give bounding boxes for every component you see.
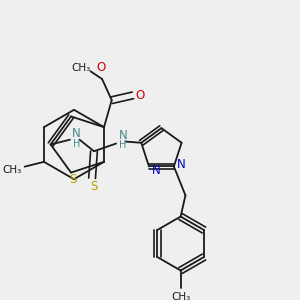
Text: S: S (69, 173, 76, 186)
Text: CH₃: CH₃ (2, 164, 22, 175)
Text: O: O (135, 89, 144, 102)
Text: S: S (90, 180, 98, 194)
Text: CH₃: CH₃ (71, 63, 91, 74)
Text: H: H (73, 139, 80, 148)
Text: CH₃: CH₃ (171, 292, 190, 300)
Text: O: O (97, 61, 106, 74)
Text: N: N (152, 164, 161, 177)
Text: N: N (118, 129, 127, 142)
Text: H: H (119, 140, 127, 151)
Text: N: N (177, 158, 186, 171)
Text: N: N (72, 128, 81, 140)
